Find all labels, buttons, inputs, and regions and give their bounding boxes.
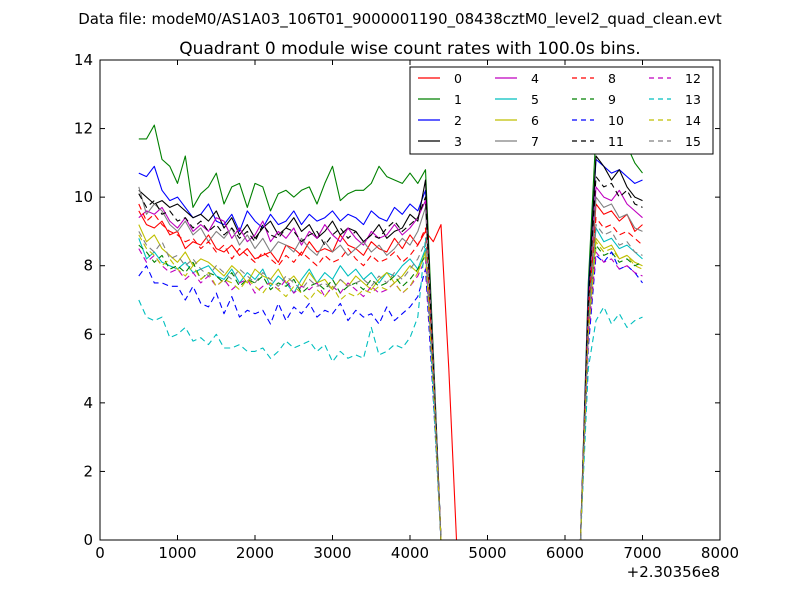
series-line-15 [138,224,643,541]
y-tick-label: 2 [83,462,93,480]
series-line-14 [138,234,643,541]
x-tick-label: 2000 [236,544,274,562]
legend-label-5: 5 [531,92,539,107]
y-tick-label: 8 [83,257,93,275]
legend-label-3: 3 [454,134,462,149]
series-line-13 [138,237,643,541]
legend-label-0: 0 [454,71,462,86]
legend-label-1: 1 [454,92,462,107]
legend-label-14: 14 [685,113,701,128]
legend-label-13: 13 [685,92,701,107]
legend-label-7: 7 [531,134,539,149]
plot-area: 0 1000 2000 3000 4000 5000 6000 7000 80000246810… [74,51,739,562]
legend-label-15: 15 [685,134,701,149]
series-line-11 [138,176,643,541]
series-line-10 [138,251,643,541]
series-line-0 [138,203,643,541]
series-line-12 [138,248,643,541]
legend-label-12: 12 [685,71,701,86]
y-tick-label: 6 [83,325,93,343]
series-line-7 [138,186,643,541]
legend-label-6: 6 [531,113,539,128]
x-axis-offset-label: +2.30356e8 [627,563,720,581]
legend-label-10: 10 [608,113,624,128]
y-tick-label: 4 [83,394,93,412]
x-tick-label: 3000 [313,544,351,562]
x-tick-label: 7000 [623,544,661,562]
series-line-8 [138,203,643,541]
series-line-6 [138,224,643,541]
series-line-9 [138,244,643,541]
legend-frame [409,66,714,155]
ticks-layer: 0 1000 2000 3000 4000 5000 6000 7000 80000246810… [74,51,739,562]
legend-label-4: 4 [531,71,539,86]
chart-title: Quadrant 0 module wise count rates with … [179,39,640,59]
series-line-5 [138,227,643,541]
figure-suptitle: Data file: modeM0/AS1A03_106T01_90000011… [78,10,722,29]
legend-label-11: 11 [608,134,624,149]
x-tick-label: 6000 [546,544,584,562]
x-tick-label: 8000 [701,544,739,562]
legend-label-8: 8 [608,71,616,86]
legend-label-9: 9 [608,92,616,107]
x-tick-label: 5000 [468,544,506,562]
y-tick-label: 12 [74,120,93,138]
x-tick-label: 4000 [391,544,429,562]
y-tick-label: 10 [74,188,93,206]
series-layer [138,124,643,541]
x-tick-label: 0 [95,544,105,562]
series-line-2 [138,158,643,541]
series-line-4 [138,186,643,541]
y-tick-label: 14 [74,51,93,69]
x-tick-label: 1000 [158,544,196,562]
y-tick-label: 0 [83,531,93,549]
legend-label-2: 2 [454,113,462,128]
series-line-1 [138,124,643,541]
